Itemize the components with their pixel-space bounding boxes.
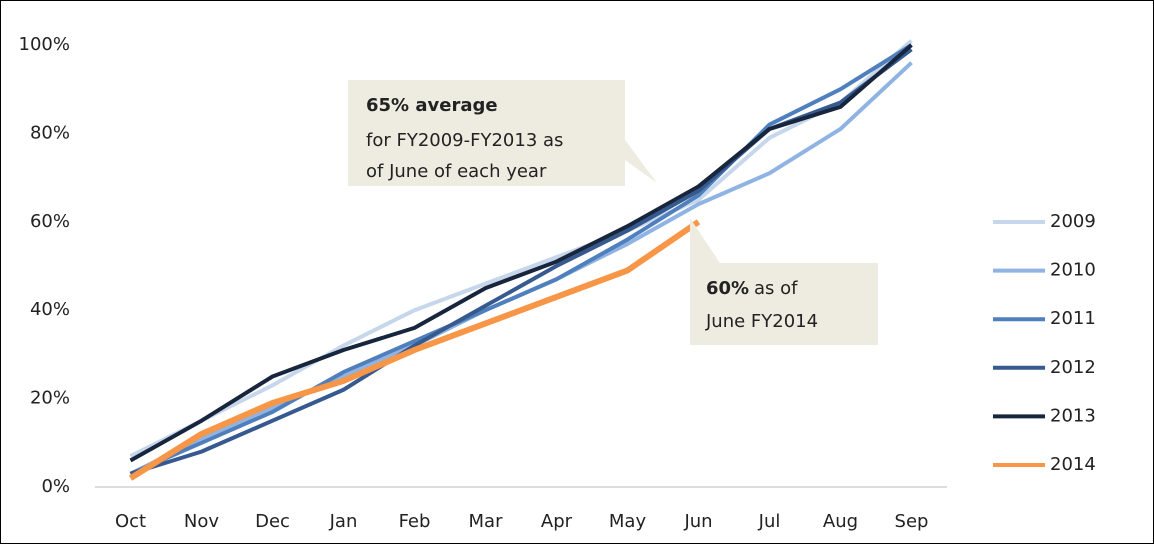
line [129,39,913,458]
legend-label: 2011 [1050,308,1096,329]
x-tick-label: Jan [329,511,358,532]
annotation-line: of June of each year [366,161,547,182]
callout-box [348,80,657,186]
y-tick-label: 40% [30,299,70,320]
annotation-line: for FY2009-FY2013 as [366,130,563,151]
line [129,43,913,463]
y-tick-label: 100% [19,34,70,55]
y-tick-label: 80% [30,122,70,143]
legend-label: 2012 [1050,357,1096,378]
line [129,43,913,476]
x-tick-label: Aug [823,511,858,532]
annotation-bold: 60% [706,278,749,299]
x-tick-label: Sep [895,511,929,532]
legend-label: 2013 [1050,405,1096,426]
x-tick-label: Jun [683,511,712,532]
callout-box [690,218,878,345]
y-tick-label: 60% [30,211,70,232]
legend-label: 2014 [1050,454,1096,475]
y-tick-label: 20% [30,388,70,409]
x-tick-label: May [609,511,647,532]
x-tick-label: Dec [255,511,290,532]
x-tick-label: Nov [184,511,219,532]
legend-label: 2010 [1050,260,1096,281]
annotation-text: as of [754,278,798,299]
y-tick-label: 0% [41,476,70,497]
x-tick-label: Feb [399,511,431,532]
x-tick-label: Oct [115,511,146,532]
annotation-line: June FY2014 [705,311,818,332]
x-tick-label: Mar [469,511,504,532]
x-tick-label: Jul [758,511,781,532]
x-tick-label: Apr [541,511,573,532]
annotations: 65% average for FY2009-FY2013 as of June… [348,80,878,345]
line [128,219,701,481]
legend-label: 2009 [1050,211,1096,232]
annotation-bold: 65% average [366,95,498,116]
